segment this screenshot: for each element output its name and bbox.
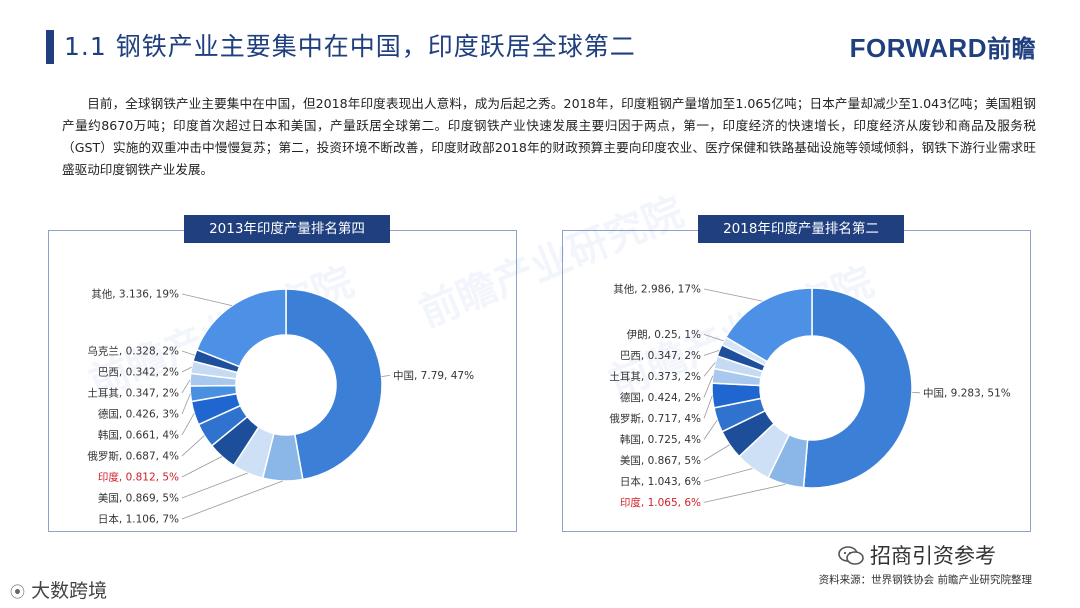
slice-label: 巴西, 0.342, 2% bbox=[98, 367, 179, 379]
leader-line bbox=[703, 375, 714, 398]
leader-line bbox=[703, 349, 720, 356]
logo-cn: 前瞻 bbox=[987, 36, 1036, 63]
wechat-name: 招商引资参考 bbox=[870, 544, 996, 568]
leader-line bbox=[181, 480, 283, 520]
leader-line bbox=[703, 444, 730, 461]
wechat-account: 招商引资参考 bbox=[838, 540, 996, 570]
slice-label: 印度, 1.065, 6% bbox=[620, 496, 701, 509]
leader-line bbox=[181, 472, 248, 499]
leader-line bbox=[703, 468, 753, 482]
slice-label: 日本, 1.043, 6% bbox=[620, 475, 701, 488]
leader-line bbox=[181, 413, 195, 436]
slice-label: 其他, 3.136, 19% bbox=[91, 288, 179, 301]
chart-title-2018: 2018年印度产量排名第二 bbox=[698, 215, 904, 243]
title-accent-bar bbox=[46, 30, 54, 64]
leader-line bbox=[181, 393, 191, 415]
slice-label: 巴西, 0.347, 2% bbox=[620, 350, 701, 362]
body-paragraph: 目前，全球钢铁产业主要集中在中国，但2018年印度表现出人意料，成为后起之秀。2… bbox=[62, 96, 1036, 177]
donut-slice-2013 bbox=[195, 288, 287, 368]
brand-watermark: ⦿ 大数跨境 bbox=[10, 576, 107, 603]
slice-label: 韩国, 0.661, 4% bbox=[98, 429, 179, 442]
leader-line bbox=[181, 366, 192, 373]
slice-label: 韩国, 0.725, 4% bbox=[620, 433, 701, 446]
leader-line bbox=[703, 334, 724, 342]
leader-line bbox=[703, 483, 786, 503]
slice-label: 其他, 2.986, 17% bbox=[613, 283, 701, 296]
leader-line bbox=[181, 293, 233, 306]
leader-line bbox=[181, 456, 223, 478]
leader-line bbox=[181, 350, 195, 356]
slice-label: 土耳其, 0.347, 2% bbox=[87, 387, 179, 400]
donut-slice-2018 bbox=[802, 287, 913, 489]
slice-label: 中国, 7.79, 47% bbox=[393, 369, 474, 382]
slice-label: 德国, 0.424, 2% bbox=[620, 391, 701, 404]
slice-label: 伊朗, 0.25, 1% bbox=[627, 329, 701, 341]
slice-label: 德国, 0.426, 3% bbox=[98, 408, 179, 421]
leader-line bbox=[181, 379, 191, 394]
slice-label: 乌克兰, 0.328, 2% bbox=[87, 345, 179, 358]
leader-line bbox=[911, 391, 921, 394]
slice-label: 中国, 9.283, 51% bbox=[923, 386, 1011, 399]
wechat-icon bbox=[838, 546, 864, 565]
donut-slice-2013 bbox=[285, 288, 383, 481]
slice-label: 日本, 1.106, 7% bbox=[98, 513, 179, 526]
donut-chart-2013: 中国, 7.79, 47% 其他, 3.136, 19% 乌克兰, 0.328, 2… bbox=[87, 288, 474, 526]
leader-line bbox=[703, 419, 718, 440]
leader-line bbox=[703, 288, 763, 302]
slice-label: 美国, 0.867, 5% bbox=[620, 454, 701, 467]
chart-title-2013: 2013年印度产量排名第四 bbox=[184, 215, 390, 243]
donut-slice-2018 bbox=[724, 287, 813, 363]
source-note: 资料来源：世界钢铁协会 前瞻产业研究院整理 bbox=[818, 574, 1032, 586]
slice-label: 美国, 0.869, 5% bbox=[98, 492, 179, 505]
brand-name: 大数跨境 bbox=[31, 580, 108, 602]
page-title: 1.1 钢铁产业主要集中在中国，印度跃居全球第二 bbox=[64, 32, 636, 61]
slice-label: 俄罗斯, 0.687, 4% bbox=[87, 450, 179, 463]
logo-latin: FORWARD bbox=[849, 33, 987, 63]
forward-logo: FORWARD前瞻 bbox=[849, 33, 1036, 63]
leader-line bbox=[381, 374, 391, 377]
brand-icon: ⦿ bbox=[10, 583, 26, 601]
leader-line bbox=[703, 361, 716, 377]
slice-label: 土耳其, 0.373, 2% bbox=[609, 370, 701, 383]
slice-label: 俄罗斯, 0.717, 4% bbox=[609, 412, 701, 425]
leader-line bbox=[181, 435, 205, 457]
slice-label: 印度, 0.812, 5% bbox=[98, 471, 179, 484]
leader-line bbox=[703, 395, 713, 419]
